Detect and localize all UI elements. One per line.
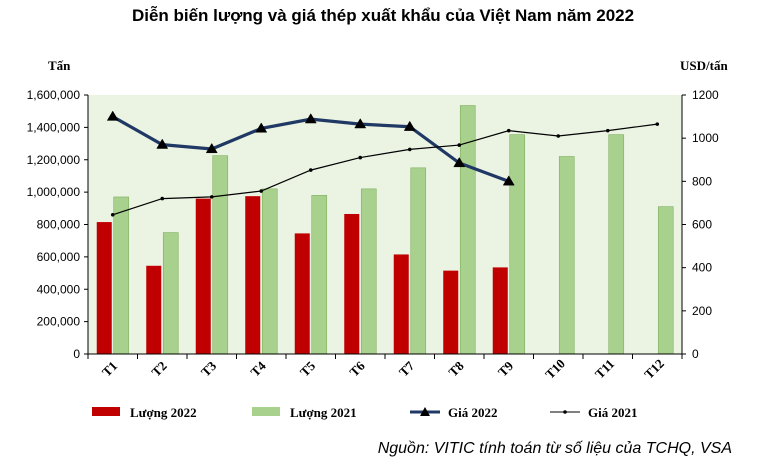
left-tick-label: 200,000	[37, 315, 81, 329]
bar-luong-2022-t5	[294, 233, 310, 354]
marker-gia-2021-t1	[110, 212, 115, 217]
x-tick-label: T4	[247, 358, 269, 380]
bar-luong-2021-t11	[608, 134, 625, 355]
right-tick-label: 0	[692, 347, 699, 361]
legend-marker	[420, 407, 430, 416]
source-note: Nguồn: VITIC tính toán từ số liệu của TC…	[377, 440, 732, 457]
marker-gia-2022-t8	[453, 156, 466, 168]
legend-label-giá-2021: Giá 2021	[588, 405, 637, 420]
marker-gia-2021-t12	[655, 122, 660, 126]
chart-title: Diễn biến lượng và giá thép xuất khẩu củ…	[131, 6, 635, 25]
bar-luong-2022-t3	[195, 198, 211, 354]
right-tick-label: 1000	[692, 131, 719, 145]
marker-gia-2022-t5	[304, 113, 317, 124]
marker-gia-2021-t6	[358, 155, 363, 160]
bar-luong-2021-t7	[410, 167, 427, 355]
right-tick-label: 1200	[692, 88, 719, 102]
bar-luong-2022-t1	[96, 222, 112, 354]
left-tick-label: 400,000	[37, 282, 81, 296]
bar-luong-2022-t6	[344, 213, 360, 354]
legend-label-lượng-2022: Lượng 2022	[130, 405, 197, 420]
bar-luong-2021-t5	[311, 195, 328, 355]
marker-gia-2022-t9	[502, 175, 515, 186]
bar-luong-2022-t2	[146, 265, 162, 354]
x-tick-label: T9	[495, 358, 517, 380]
marker-gia-2021-t3	[209, 195, 214, 199]
x-tick-label: T1	[99, 358, 120, 379]
marker-gia-2022-t2	[156, 138, 169, 149]
bar-luong-2022-t7	[393, 254, 409, 354]
right-tick-label: 800	[692, 174, 712, 188]
bar-luong-2021-t1	[113, 196, 130, 355]
left-tick-label: 600,000	[37, 250, 81, 264]
bar-luong-2022-t4	[245, 196, 261, 354]
marker-gia-2021-t11	[605, 128, 610, 133]
bar-luong-2021-t2	[162, 232, 179, 355]
right-axis-unit: USD/tấn	[680, 58, 728, 73]
bar-luong-2021-t10	[558, 156, 575, 355]
marker-gia-2021-t8	[457, 143, 462, 147]
x-tick-label: T3	[198, 358, 220, 380]
x-tick-label: T5	[297, 358, 319, 380]
x-tick-label: T6	[346, 358, 368, 380]
marker-gia-2022-t6	[354, 118, 367, 129]
bar-luong-2021-t3	[212, 155, 229, 355]
right-tick-label: 600	[692, 218, 712, 232]
marker-gia-2022-t1	[106, 110, 119, 121]
x-tick-label: T10	[542, 356, 568, 382]
left-tick-label: 1,200,000	[27, 153, 81, 167]
x-tick-label: T12	[641, 356, 667, 382]
x-tick-label: T11	[592, 356, 617, 381]
legend-swatch	[92, 407, 120, 416]
bar-luong-2021-t9	[509, 134, 526, 355]
right-tick-label: 400	[692, 261, 712, 275]
x-tick-label: T2	[148, 358, 169, 379]
marker-gia-2021-t2	[160, 196, 165, 201]
legend-swatch	[252, 407, 280, 416]
marker-gia-2021-t10	[556, 134, 561, 138]
x-tick-label: T8	[445, 358, 467, 380]
marker-gia-2021-t9	[506, 128, 511, 133]
left-axis-unit: Tấn	[48, 58, 71, 73]
bar-luong-2022-t8	[443, 270, 459, 354]
marker-gia-2021-t4	[259, 189, 264, 193]
right-tick-label: 200	[692, 304, 712, 318]
plot-area	[88, 95, 682, 354]
marker-gia-2022-t7	[403, 120, 416, 131]
left-tick-label: 800,000	[37, 218, 81, 232]
marker-gia-2022-t3	[205, 142, 218, 154]
marker-gia-2022-t4	[255, 122, 268, 133]
bar-luong-2022-t9	[492, 267, 508, 354]
legend-label-giá-2022: Giá 2022	[448, 405, 497, 420]
bar-luong-2021-t12	[657, 206, 674, 355]
x-tick-label: T7	[396, 358, 418, 380]
left-tick-label: 0	[73, 347, 80, 361]
bar-luong-2021-t6	[360, 188, 377, 355]
line-gia-2021	[112, 123, 658, 216]
marker-gia-2021-t5	[308, 168, 313, 172]
legend-label-lượng-2021: Lượng 2021	[290, 405, 357, 420]
left-tick-label: 1,600,000	[27, 88, 81, 102]
marker-gia-2021-t7	[407, 147, 412, 152]
left-tick-label: 1,400,000	[27, 120, 81, 134]
legend-marker	[563, 410, 567, 414]
bar-luong-2021-t4	[261, 188, 278, 355]
left-tick-label: 1,000,000	[27, 185, 81, 199]
